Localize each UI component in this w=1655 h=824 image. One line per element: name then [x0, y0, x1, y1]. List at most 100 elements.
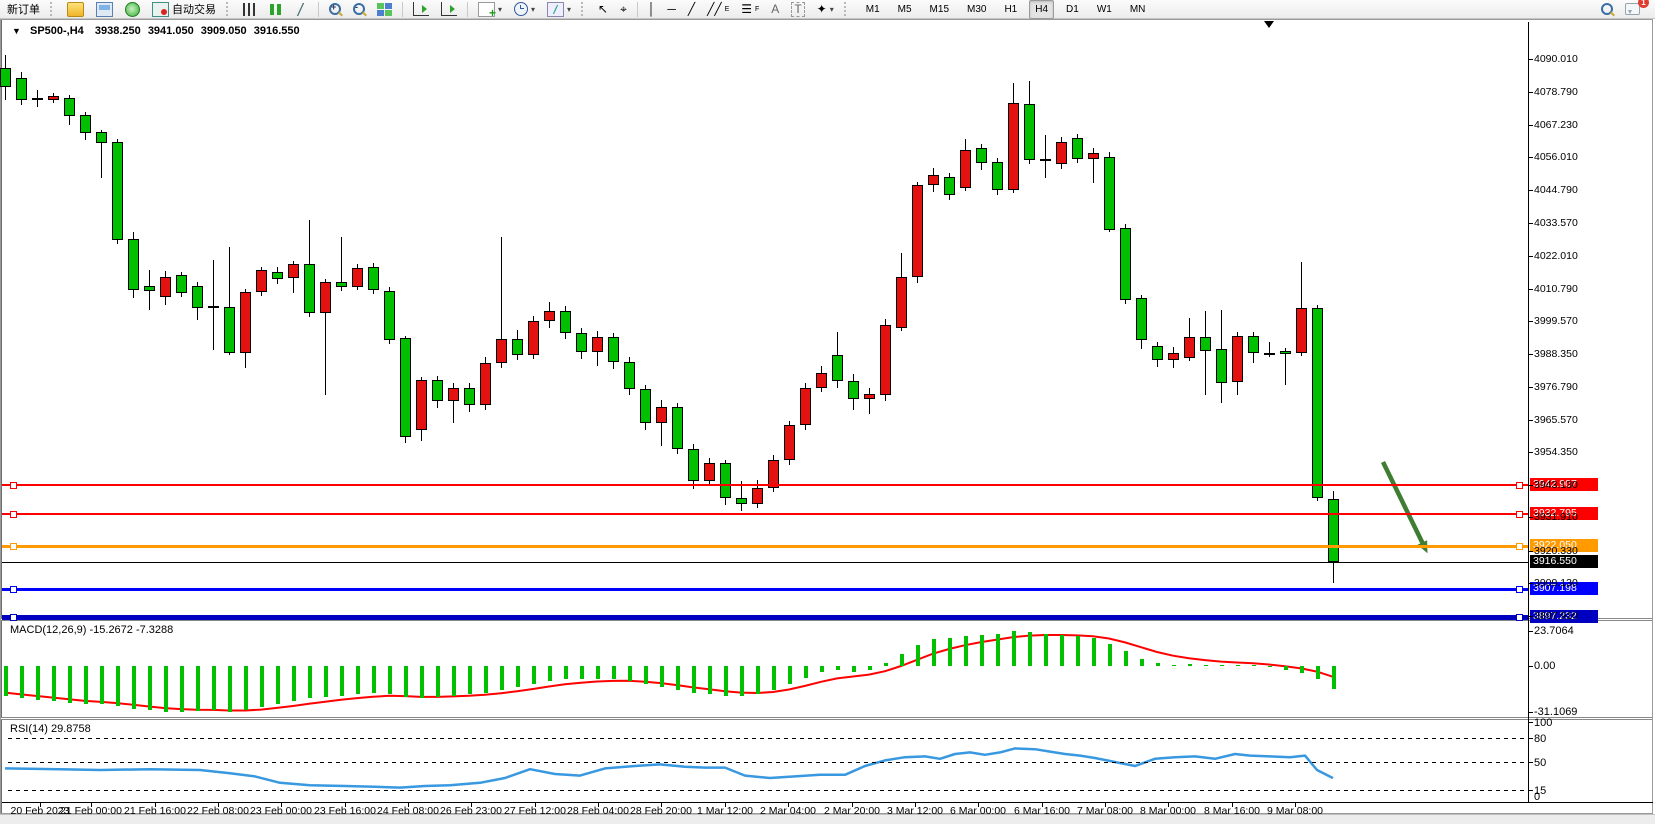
- cursor-button[interactable]: ↖: [593, 0, 613, 19]
- vertical-line-button[interactable]: │: [643, 0, 661, 19]
- price-axis-label: 4022.010: [1534, 250, 1578, 262]
- candle-wick: [101, 130, 102, 178]
- indicators-button[interactable]: ▾: [473, 0, 507, 20]
- pane-separator[interactable]: [1, 717, 1652, 720]
- timeframe-button-m5[interactable]: M5: [897, 3, 912, 15]
- line-handle[interactable]: [10, 586, 17, 593]
- candlestick: [672, 407, 683, 449]
- line-chart-icon: [293, 2, 308, 16]
- candlestick: [1136, 298, 1147, 340]
- line-chart-button[interactable]: [288, 0, 313, 19]
- rsi-level-line: [8, 790, 1528, 791]
- macd-histogram-bar: [1236, 665, 1240, 666]
- channel-button[interactable]: ╱╱ E: [707, 1, 730, 16]
- chart-shift-button[interactable]: [408, 0, 434, 19]
- line-handle[interactable]: [10, 482, 17, 489]
- text-label-button[interactable]: T: [786, 0, 809, 19]
- auto-scroll-icon: [441, 2, 457, 16]
- price-tick: [1528, 59, 1533, 60]
- line-handle[interactable]: [10, 511, 17, 518]
- macd-histogram-bar: [180, 666, 184, 712]
- terminal-button[interactable]: [91, 0, 118, 19]
- macd-histogram-bar: [996, 634, 1000, 666]
- text-button[interactable]: A: [766, 0, 784, 19]
- macd-histogram-bar: [964, 636, 968, 666]
- ohlc-high: 3941.050: [147, 25, 194, 37]
- files-button[interactable]: [62, 0, 89, 19]
- horizontal-line-object[interactable]: [2, 588, 1528, 591]
- candlestick: [432, 380, 443, 401]
- candlestick: [992, 162, 1003, 190]
- trendline-button[interactable]: ╱: [683, 0, 700, 19]
- bar-chart-button[interactable]: [238, 0, 263, 19]
- horizontal-line-object[interactable]: [2, 484, 1528, 486]
- horizontal-line-object[interactable]: [2, 615, 1528, 620]
- zoom-out-button[interactable]: -: [348, 0, 370, 19]
- timeframe-button-m15[interactable]: M15: [929, 3, 949, 15]
- line-handle[interactable]: [10, 614, 17, 621]
- price-tick: [1528, 616, 1533, 617]
- timeframe-button-mn[interactable]: MN: [1129, 3, 1146, 15]
- candlestick-chart-button[interactable]: [265, 0, 286, 19]
- line-handle[interactable]: [10, 543, 17, 550]
- new-order-button[interactable]: 新订单: [7, 4, 40, 16]
- price-axis-label: 3954.350: [1534, 446, 1578, 458]
- horizontal-line-object[interactable]: [2, 545, 1528, 548]
- separator: [318, 1, 319, 17]
- price-tick: [1528, 387, 1533, 388]
- macd-histogram-bar: [1316, 666, 1320, 679]
- horizontal-line-object[interactable]: [2, 513, 1528, 515]
- shapes-button[interactable]: ✦ ▾: [812, 0, 839, 19]
- candlestick: [560, 311, 571, 333]
- macd-histogram-bar: [1108, 644, 1112, 666]
- time-tick: [281, 802, 282, 807]
- zoom-in-icon: +: [329, 2, 341, 15]
- line-handle[interactable]: [1516, 614, 1523, 621]
- candlestick: [1024, 104, 1035, 160]
- templates-button[interactable]: ▾: [542, 0, 576, 19]
- macd-histogram-bar: [388, 666, 392, 694]
- candle-wick: [453, 383, 454, 423]
- one-click-trading-toggle[interactable]: ▼: [12, 26, 21, 36]
- macd-histogram-bar: [1140, 659, 1144, 666]
- price-tick: [1528, 517, 1533, 518]
- horizontal-line-button[interactable]: ─: [662, 0, 681, 19]
- macd-histogram-bar: [1284, 666, 1288, 670]
- line-handle[interactable]: [1516, 511, 1523, 518]
- macd-histogram-bar: [100, 666, 104, 704]
- timeframe-button-d1[interactable]: D1: [1066, 3, 1079, 15]
- timeframe-button-h4[interactable]: H4: [1029, 0, 1055, 19]
- auto-scroll-button[interactable]: [436, 0, 462, 19]
- tile-windows-button[interactable]: [372, 0, 397, 19]
- crosshair-button[interactable]: ⌖: [615, 0, 632, 19]
- macd-histogram-bar: [788, 666, 792, 684]
- ohlc-close: 3916.550: [253, 25, 300, 37]
- candle-wick: [341, 237, 342, 291]
- periods-button[interactable]: ▾: [509, 0, 540, 19]
- macd-histogram-bar: [868, 666, 872, 670]
- timeframe-button-w1[interactable]: W1: [1096, 3, 1112, 15]
- timeframe-button-h1[interactable]: H1: [1004, 3, 1018, 15]
- candlestick: [304, 264, 315, 313]
- notifications-button[interactable]: 1: [1620, 0, 1649, 19]
- auto-trading-button[interactable]: 自动交易: [147, 0, 221, 19]
- rsi-label: RSI(14) 29.8758: [10, 723, 91, 735]
- time-axis-label: 6 Mar 00:00: [949, 805, 1007, 817]
- timeframe-button-m30[interactable]: M30: [967, 3, 987, 15]
- timeframe-button-m1[interactable]: M1: [865, 3, 880, 15]
- line-handle[interactable]: [1516, 543, 1523, 550]
- chart-shift-marker[interactable]: [1264, 21, 1274, 28]
- zoom-in-button[interactable]: +: [324, 0, 346, 19]
- candle-wick: [1093, 148, 1094, 183]
- line-handle[interactable]: [1516, 586, 1523, 593]
- templates-icon: [547, 1, 565, 17]
- strategy-tester-button[interactable]: [120, 0, 145, 19]
- candlestick: [1248, 336, 1259, 353]
- time-tick: [218, 802, 219, 807]
- fibonacci-button[interactable]: ☰ F: [741, 1, 760, 16]
- search-button[interactable]: [1596, 0, 1618, 19]
- line-handle[interactable]: [1516, 482, 1523, 489]
- timeframe-toolbar: M1 M5 M15 M30 H1 H4 D1 W1 MN: [860, 0, 1152, 19]
- candlestick: [0, 68, 11, 87]
